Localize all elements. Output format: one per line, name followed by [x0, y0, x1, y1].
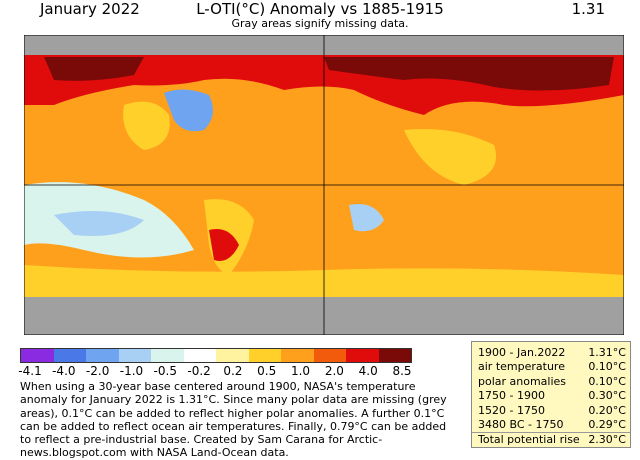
legend-swatch — [281, 349, 314, 362]
legend-swatch — [21, 349, 54, 362]
legend-swatch — [313, 349, 346, 362]
siberia-hot-region — [324, 57, 614, 91]
legend-swatch — [151, 349, 184, 362]
legend-swatch — [53, 349, 86, 362]
legend-tick-label: 8.5 — [392, 364, 412, 378]
map-month: January 2022 — [40, 0, 140, 18]
alaska-hot-region — [44, 57, 144, 81]
legend-swatch — [183, 349, 216, 362]
map-subtitle: Gray areas signify missing data. — [231, 17, 409, 30]
legend-tick-label: -0.5 — [153, 364, 177, 378]
table-row: 1900 - Jan.2022 1.31°C — [478, 346, 626, 359]
legend-tick-label: 0.5 — [257, 364, 277, 378]
global-anomaly-value: 1.31 — [571, 0, 605, 18]
legend-tick-label: 4.0 — [358, 364, 378, 378]
explanatory-note: When using a 30-year base centered aroun… — [20, 380, 447, 460]
legend-tick-label: -4.1 — [18, 364, 42, 378]
asia-mild — [404, 129, 496, 185]
legend-swatch — [248, 349, 281, 362]
color-legend — [20, 348, 412, 363]
table-row: 1750 - 1900 0.30°C — [478, 389, 626, 403]
legend-tick-label: 1.0 — [290, 364, 311, 378]
legend-tick-label: -1.0 — [119, 364, 144, 378]
anomaly-map — [24, 35, 624, 335]
table-row: 1520 - 1750 0.20°C — [478, 403, 626, 417]
legend-swatch — [216, 349, 249, 362]
legend-swatch — [378, 349, 411, 362]
legend-swatch — [346, 349, 379, 362]
south-america-hot — [209, 229, 239, 261]
table-total-row: Total potential rise 2.30°C — [472, 432, 630, 447]
map-title: L-OTI(°C) Anomaly vs 1885-1915 — [196, 0, 444, 18]
legend-tick-label: 0.2 — [223, 364, 243, 378]
africa-cool-spot — [349, 204, 384, 232]
legend-swatch — [118, 349, 151, 362]
north-america-mild — [123, 101, 170, 150]
legend-tick-label: -4.0 — [52, 364, 76, 378]
legend-tick-label: -2.0 — [85, 364, 110, 378]
legend-tick-label: -0.2 — [187, 364, 211, 378]
table-row: polar anomalies 0.10°C — [478, 374, 626, 388]
table-row: 3480 BC - 1750 0.29°C — [478, 417, 626, 431]
legend-ticks: -4.1 -4.0 -2.0 -1.0 -0.5 -0.2 0.2 0.5 1.0 2.0 4.0 8… — [0, 364, 420, 378]
table-row: air temperature 0.10°C — [478, 360, 626, 374]
pacific-cooler-zone — [54, 211, 144, 236]
legend-tick-label: 2.0 — [324, 364, 344, 378]
legend-swatch — [86, 349, 119, 362]
potential-rise-table: 1900 - Jan.2022 1.31°C air temperature 0.1… — [471, 341, 631, 448]
north-america-cold — [164, 89, 213, 132]
